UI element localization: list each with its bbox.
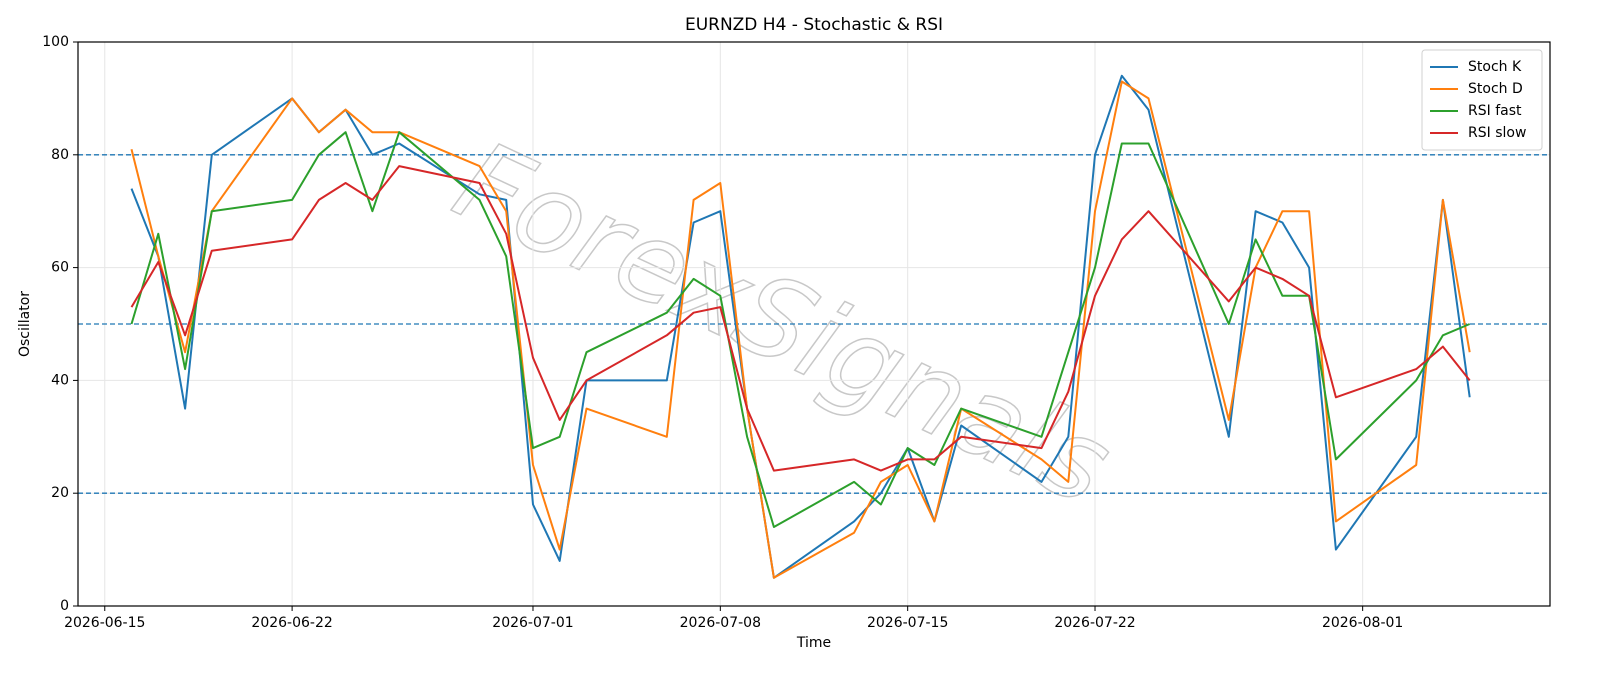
x-tick-label: 2026-06-15 bbox=[64, 615, 145, 631]
y-tick-label: 100 bbox=[42, 34, 69, 50]
plot-frame bbox=[77, 41, 1551, 607]
x-tick-label: 2026-06-22 bbox=[251, 615, 332, 631]
y-tick-label: 20 bbox=[51, 485, 69, 501]
y-tick-label: 40 bbox=[51, 372, 69, 388]
legend-label: RSI slow bbox=[1468, 125, 1526, 141]
series-line bbox=[130, 165, 1471, 472]
legend-box bbox=[1421, 49, 1543, 151]
x-tick-label: 2026-07-15 bbox=[867, 615, 948, 631]
legend-label: Stoch K bbox=[1468, 59, 1522, 75]
series-line bbox=[130, 131, 1471, 528]
legend-label: Stoch D bbox=[1468, 81, 1523, 97]
y-tick-label: 60 bbox=[51, 260, 69, 276]
watermark: ForexSignals bbox=[437, 116, 1129, 529]
y-tick-label: 0 bbox=[60, 598, 69, 614]
legend: Stoch K Stoch D RSI fast RSI slow bbox=[1421, 49, 1543, 151]
y-axis-label: Oscillator bbox=[17, 291, 33, 357]
x-axis-label: Time bbox=[796, 635, 831, 651]
x-tick-label: 2026-07-22 bbox=[1054, 615, 1135, 631]
legend-label: RSI fast bbox=[1468, 103, 1522, 119]
x-tick-label: 2026-07-01 bbox=[492, 615, 573, 631]
x-tick-label: 2026-08-01 bbox=[1322, 615, 1403, 631]
x-tick-label: 2026-07-08 bbox=[680, 615, 761, 631]
y-tick-label: 80 bbox=[51, 147, 69, 163]
chart-title: EURNZD H4 - Stochastic & RSI bbox=[685, 15, 943, 35]
